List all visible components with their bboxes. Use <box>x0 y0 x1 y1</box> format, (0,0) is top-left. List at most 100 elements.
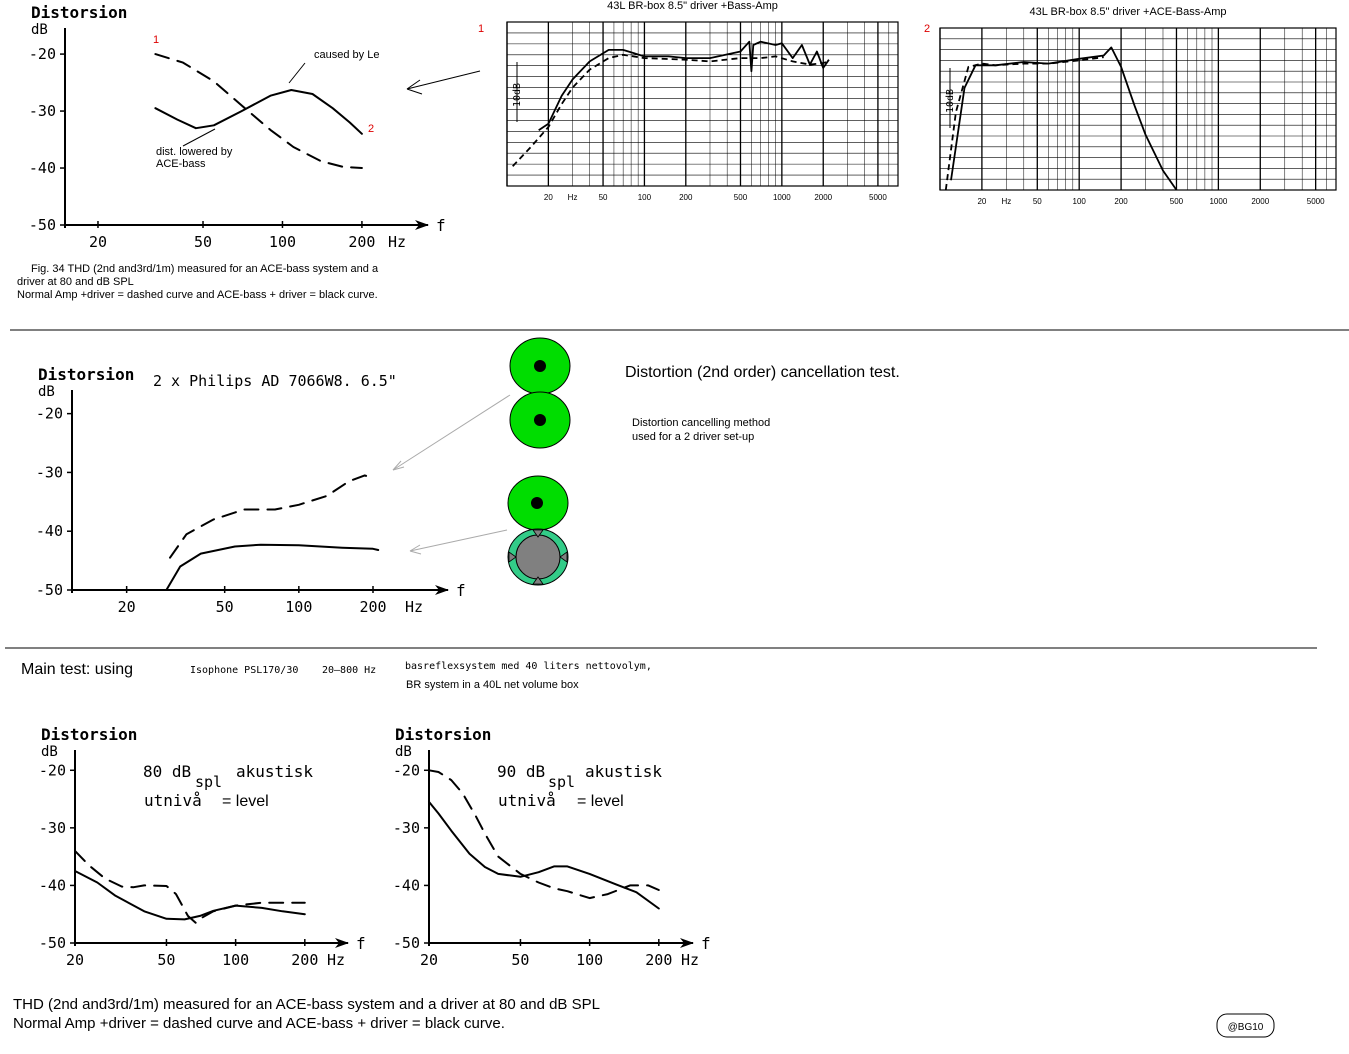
mount-tab-left <box>508 551 517 563</box>
x-unit-label: Hz <box>327 951 345 969</box>
x-tick-label: 2000 <box>1251 197 1269 206</box>
x-tick-label: 100 <box>638 193 652 202</box>
grid-frame <box>506 21 899 187</box>
mount-tab-bottom <box>532 576 544 585</box>
chart-title: Distorsion <box>395 725 491 744</box>
series-line-dashed <box>944 56 1104 191</box>
x-tick-label: 100 <box>285 598 312 616</box>
arrow-to-solid <box>409 529 508 552</box>
y-axis-label: dB <box>38 384 55 400</box>
x-unit-label: Hz <box>681 951 699 969</box>
x-tick-label: 100 <box>576 951 603 969</box>
x-tick-label: 20 <box>118 598 136 616</box>
x-tick-label: 2000 <box>814 193 832 202</box>
arrow-to-solid-head <box>409 544 422 555</box>
y-axis-label: dB <box>395 744 412 760</box>
caption-line-1: Fig. 34 THD (2nd and3rd/1m) measured for… <box>31 263 379 275</box>
method-line-1: Distortion cancelling method <box>632 417 770 429</box>
level-80-sub: spl <box>195 773 222 791</box>
x-tick-label: 5000 <box>1307 197 1325 206</box>
grid-frame <box>939 27 1337 191</box>
y-tick-label: -40 <box>39 876 66 894</box>
x-tick-label: 200 <box>1114 197 1128 206</box>
chart-title: 43L BR-box 8.5" driver +Bass-Amp <box>607 0 778 12</box>
series-line-solid <box>950 46 1178 191</box>
y-tick-label: -40 <box>36 522 63 540</box>
x-tick-label: 200 <box>291 951 318 969</box>
y-tick-label: -20 <box>39 761 66 779</box>
x-tick-label: 50 <box>194 233 212 251</box>
x-axis-label: f <box>456 581 466 600</box>
caption-line-3: Normal Amp +driver = dashed curve and AC… <box>17 289 378 301</box>
level-90-label: 90 dB spl akustisk utnivå = level <box>497 762 662 810</box>
box-swedish: basreflexsystem med 40 liters nettovolym… <box>405 661 652 672</box>
series-line-dashed <box>169 474 374 559</box>
x-unit-label: Hz <box>405 598 423 616</box>
x-tick-label: 20 <box>977 197 986 206</box>
x-tick-label: 20 <box>66 951 84 969</box>
box-english: BR system in a 40L net volume box <box>406 679 579 691</box>
arrow-to-dashed <box>392 394 511 471</box>
method-line-2: used for a 2 driver set-up <box>632 431 754 443</box>
y-axis-label: dB <box>31 22 48 38</box>
chart-response-2: 43L BR-box 8.5" driver +ACE-Bass-Amp210d… <box>924 6 1337 206</box>
series-line-solid <box>74 870 306 921</box>
series-line-dashed <box>154 53 363 169</box>
x-tick-label: 20 <box>544 193 553 202</box>
middle-subtitle: 2 x Philips AD 7066W8. 6.5" <box>153 372 397 390</box>
y-tick-label: -50 <box>393 934 420 952</box>
driver-pair-top <box>509 337 571 449</box>
x-tick-label: 500 <box>1170 197 1184 206</box>
series-line-dashed <box>74 849 306 924</box>
level-90-eq: = level <box>577 793 624 810</box>
driver-reversed-cone <box>515 534 561 580</box>
series-line-solid <box>165 543 380 591</box>
driver-dot-1 <box>534 360 546 372</box>
x-tick-label: 50 <box>599 193 608 202</box>
leader-dist-lowered <box>182 128 216 147</box>
y-axis-label: dB <box>41 744 58 760</box>
x-tick-label: 100 <box>269 233 296 251</box>
x-tick-label: 20 <box>89 233 107 251</box>
level-90-value: 90 dB <box>497 762 545 781</box>
mount-tab-top <box>532 529 544 538</box>
x-tick-label: 100 <box>222 951 249 969</box>
caption-line-2: driver at 80 and dB SPL <box>17 276 134 288</box>
x-tick-label: 1000 <box>1209 197 1227 206</box>
x-tick-label: Hz <box>1002 197 1012 206</box>
driver-range: 20—800 Hz <box>322 665 376 676</box>
annotation-ace-bass: ACE-bass <box>156 158 206 170</box>
level-80-label: 80 dB spl akustisk utnivå = level <box>143 762 313 810</box>
y-tick-label: -40 <box>393 876 420 894</box>
x-tick-label: 1000 <box>773 193 791 202</box>
x-tick-label: 50 <box>157 951 175 969</box>
series-line-dashed <box>512 53 830 167</box>
leader-caused-by-le <box>288 62 306 84</box>
level-90-akustisk: akustisk <box>585 762 662 781</box>
x-tick-label: 20 <box>420 951 438 969</box>
level-80-value: 80 dB <box>143 762 191 781</box>
y-tick-label: -20 <box>29 45 56 63</box>
arrow-to-dashed-head <box>392 460 405 471</box>
x-tick-label: 200 <box>679 193 693 202</box>
driver-dot-3 <box>531 497 543 509</box>
x-axis-label: f <box>356 934 366 953</box>
x-tick-label: Hz <box>568 193 578 202</box>
pointer-arrow-head <box>406 79 423 95</box>
chart-title: Distorsion <box>41 725 137 744</box>
x-tick-label: 5000 <box>869 193 887 202</box>
x-tick-label: 100 <box>1073 197 1087 206</box>
series-line-solid <box>154 89 363 135</box>
bottom-caption-2: Normal Amp +driver = dashed curve and AC… <box>13 1015 505 1032</box>
level-80-akustisk: akustisk <box>236 762 313 781</box>
chart-title: Distorsion <box>38 365 134 384</box>
level-80-eq: = level <box>222 793 269 810</box>
y-tick-label: -50 <box>39 934 66 952</box>
x-axis-label: f <box>701 934 711 953</box>
x-tick-label: 200 <box>348 233 375 251</box>
x-tick-label: 200 <box>359 598 386 616</box>
level-80-utniva: utnivå <box>144 791 202 810</box>
